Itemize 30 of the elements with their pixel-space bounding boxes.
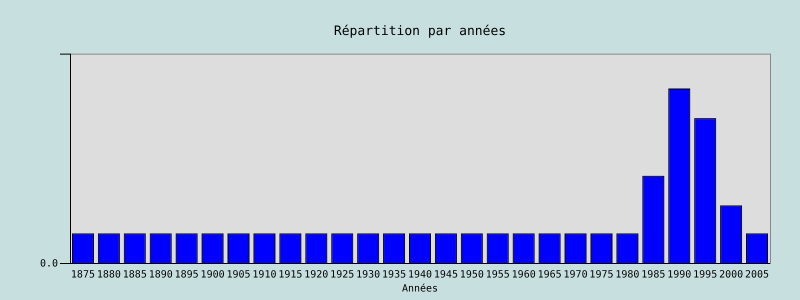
x-tick-label: 1965 (538, 270, 562, 281)
x-tick-label: 1955 (486, 270, 510, 281)
chart-title: Répartition par années (334, 24, 506, 40)
text: 0.0 (40, 258, 58, 270)
x-tick-label: 1985 (641, 270, 666, 281)
x-tick-label: 1875 (70, 270, 96, 281)
x-tick-label: 1915 (278, 270, 302, 281)
x-tick-label: 2005 (744, 270, 770, 281)
x-tick-label: 1935 (382, 270, 406, 281)
x-tick-label: 1995 (693, 270, 718, 281)
x-tick-label: 1900 (200, 270, 225, 281)
x-tick-label: 1945 (434, 270, 458, 281)
x-tick-label: 1895 (174, 270, 199, 281)
x-tick-label: 1890 (148, 270, 173, 281)
x-axis-title: Années (402, 284, 438, 295)
x-tick-label: 1920 (304, 270, 328, 281)
x-tick-label: 1925 (330, 270, 354, 281)
x-tick-label: 1970 (564, 270, 588, 281)
x-tick-label: 1885 (122, 270, 147, 281)
x-tick-label: 1960 (512, 270, 536, 281)
x-tick-label: 1980 (615, 270, 640, 281)
x-tick-label: 1990 (667, 270, 692, 281)
x-tick-label: 1905 (226, 270, 251, 281)
x-tick-label: 1940 (408, 270, 432, 281)
x-tick-label: 2000 (719, 270, 744, 281)
x-tick-label: 1930 (356, 270, 380, 281)
x-tick-label: 1950 (460, 270, 484, 281)
x-tick-label: 1910 (252, 270, 276, 281)
x-tick-label: 1975 (589, 270, 614, 281)
x-tick-label: 1880 (96, 270, 121, 281)
